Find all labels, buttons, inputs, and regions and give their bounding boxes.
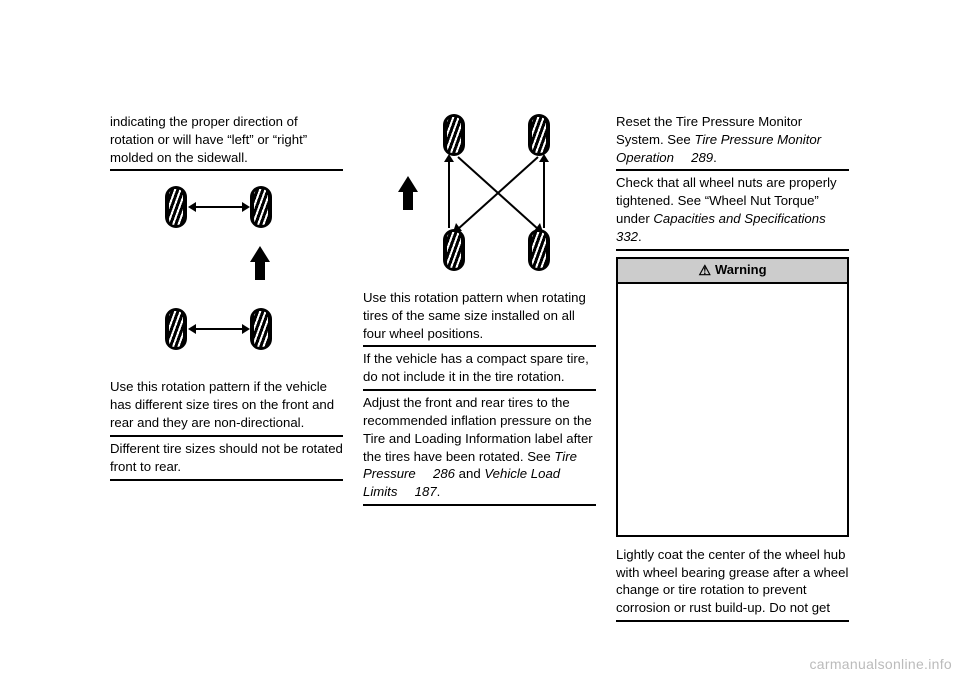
warning-header: ⚠ Warning [616, 257, 849, 282]
text: . [713, 150, 717, 165]
tire-icon [250, 186, 272, 228]
page-ref: ⃟ [416, 466, 433, 481]
tire-icon [443, 114, 465, 156]
page-number: 332 [616, 229, 638, 244]
rotation-figure-1 [110, 178, 343, 368]
paragraph: Reset the Tire Pressure Monitor System. … [616, 110, 849, 169]
page-number: 289 [691, 150, 713, 165]
tire-icon [165, 308, 187, 350]
tire-icon [528, 229, 550, 271]
double-arrow-icon [195, 206, 243, 208]
text: and [455, 466, 484, 481]
paragraph: Check that all wheel nuts are properly t… [616, 169, 849, 248]
up-arrow-icon [398, 176, 418, 192]
double-arrow-icon [195, 328, 243, 330]
column-2: Use this rotation pattern when rotating … [363, 110, 596, 622]
paragraph: Adjust the front and rear tires to the r… [363, 389, 596, 506]
up-arrow-icon [250, 246, 270, 262]
paragraph: Use this rotation pattern if the vehicle… [110, 375, 343, 434]
figure-block [110, 169, 343, 375]
tire-icon [528, 114, 550, 156]
tire-icon [165, 186, 187, 228]
paragraph: If the vehicle has a compact spare tire,… [363, 345, 596, 389]
paragraph: Use this rotation pattern when rotating … [363, 286, 596, 345]
tire-icon [250, 308, 272, 350]
paragraph: Lightly coat the center of the wheel hub… [616, 543, 849, 622]
page-content: indicating the proper direction of rotat… [110, 110, 850, 622]
warning-triangle-icon: ⚠ [698, 261, 711, 280]
text: . [437, 484, 441, 499]
column-1: indicating the proper direction of rotat… [110, 110, 343, 622]
page-ref: ⃟ [826, 211, 840, 226]
warning-label: Warning [715, 262, 767, 277]
cross-lines-icon [443, 154, 553, 234]
page-number: 286 [433, 466, 455, 481]
page-ref: ⃟ [674, 150, 691, 165]
watermark: carmanualsonline.info [810, 656, 953, 672]
rotation-figure-2 [363, 114, 596, 279]
warning-body [616, 282, 849, 537]
paragraph: indicating the proper direction of rotat… [110, 110, 343, 169]
reference-link: Capacities and Specifications [653, 211, 825, 226]
page-number: 187 [415, 484, 437, 499]
page-ref: ⃟ [397, 484, 414, 499]
column-3: Reset the Tire Pressure Monitor System. … [616, 110, 849, 622]
warning-box: ⚠ Warning [616, 249, 849, 537]
text: . [638, 229, 642, 244]
tire-icon [443, 229, 465, 271]
figure-block [363, 110, 596, 286]
paragraph: Different tire sizes should not be rotat… [110, 435, 343, 481]
